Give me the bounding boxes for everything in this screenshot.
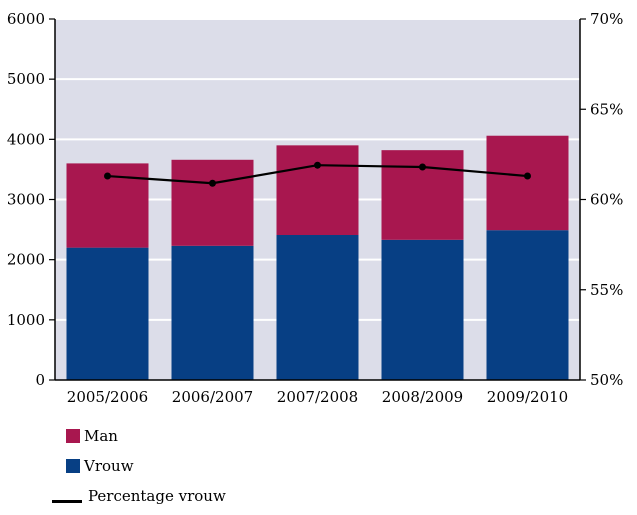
- bar-man: [171, 159, 254, 246]
- legend-label-percentage: Percentage vrouw: [88, 487, 226, 505]
- chart: 2005/2006 2006/2007 2007/2008 2008/2009 2009…: [7, 10, 624, 406]
- legend-swatch-man: [66, 429, 80, 443]
- y2-tick-label: 70%: [590, 10, 623, 28]
- legend-item-man: Man: [52, 425, 226, 447]
- line-point: [104, 172, 111, 180]
- legend-item-percentage: Percentage vrouw: [52, 485, 226, 507]
- legend-label-vrouw: Vrouw: [84, 457, 134, 475]
- y-tick-label: 4000: [7, 130, 45, 148]
- line-point: [419, 163, 426, 171]
- bar-man: [486, 135, 569, 231]
- bar-vrouw: [276, 234, 359, 380]
- line-point: [209, 179, 216, 187]
- x-tick-label: 2006/2007: [172, 388, 253, 406]
- legend-swatch-vrouw: [66, 459, 80, 473]
- y2-tick-label: 50%: [590, 371, 623, 389]
- bar-vrouw: [171, 245, 254, 380]
- y-tick-label: 6000: [7, 10, 45, 28]
- y-tick-label: 0: [35, 371, 45, 389]
- line-point: [524, 172, 531, 180]
- x-tick-label: 2008/2009: [382, 388, 463, 406]
- x-tick-label: 2007/2008: [277, 388, 358, 406]
- legend-item-vrouw: Vrouw: [52, 455, 226, 477]
- y-tick-label: 1000: [7, 311, 45, 329]
- y2-tick-label: 55%: [590, 281, 623, 299]
- x-tick-label: 2009/2010: [487, 388, 568, 406]
- y2-tick-label: 60%: [590, 191, 623, 209]
- bar-vrouw: [486, 230, 569, 380]
- line-point: [314, 161, 321, 169]
- y-tick-label: 2000: [7, 251, 45, 269]
- bar-man: [276, 145, 359, 235]
- legend-swatch-percentage: [52, 500, 82, 503]
- y-tick-label: 5000: [7, 70, 45, 88]
- bar-vrouw: [66, 247, 149, 380]
- bar-vrouw: [381, 239, 464, 380]
- legend-label-man: Man: [84, 427, 118, 445]
- y2-tick-label: 65%: [590, 100, 623, 118]
- legend: Man Vrouw Percentage vrouw: [52, 425, 226, 515]
- x-tick-label: 2005/2006: [67, 388, 148, 406]
- y-tick-label: 3000: [7, 191, 45, 209]
